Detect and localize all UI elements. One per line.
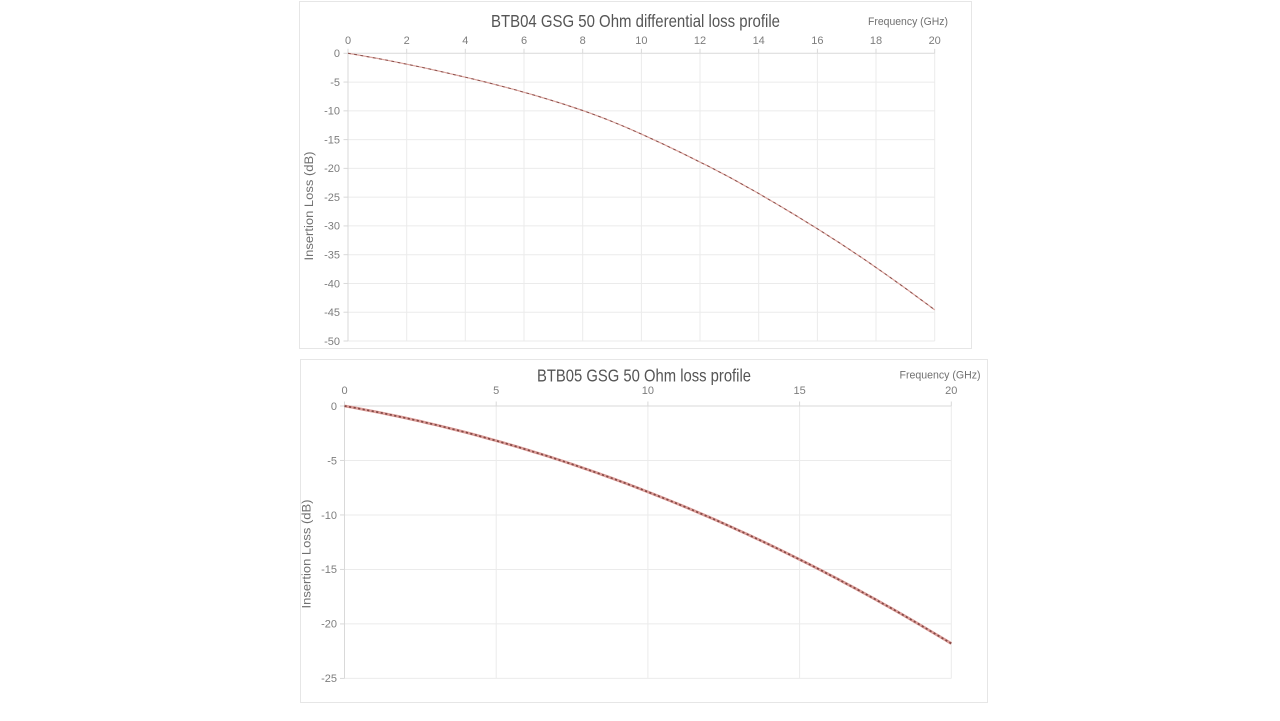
- svg-text:-10: -10: [324, 106, 340, 118]
- svg-text:15: 15: [793, 385, 805, 397]
- svg-text:10: 10: [642, 385, 654, 397]
- svg-text:10: 10: [635, 35, 647, 47]
- svg-text:-5: -5: [330, 77, 340, 89]
- svg-text:-45: -45: [324, 307, 340, 319]
- svg-text:20: 20: [929, 35, 941, 47]
- svg-text:Insertion Loss (dB): Insertion Loss (dB): [302, 499, 314, 608]
- svg-text:Insertion Loss (dB): Insertion Loss (dB): [304, 151, 316, 260]
- svg-text:-25: -25: [321, 673, 337, 685]
- svg-text:-10: -10: [321, 510, 337, 522]
- svg-text:BTB04 GSG 50 Ohm differential: BTB04 GSG 50 Ohm differential loss profi…: [491, 11, 780, 31]
- svg-text:-30: -30: [324, 221, 340, 233]
- svg-text:-35: -35: [324, 249, 340, 261]
- svg-text:6: 6: [521, 35, 527, 47]
- svg-text:Frequency (GHz): Frequency (GHz): [900, 370, 981, 382]
- svg-text:12: 12: [694, 35, 706, 47]
- svg-text:-5: -5: [327, 455, 337, 467]
- svg-text:18: 18: [870, 35, 882, 47]
- svg-text:-20: -20: [321, 619, 337, 631]
- svg-text:-15: -15: [321, 564, 337, 576]
- svg-text:Frequency (GHz): Frequency (GHz): [868, 16, 948, 28]
- svg-text:8: 8: [580, 35, 586, 47]
- svg-text:BTB05 GSG 50 Ohm loss profile: BTB05 GSG 50 Ohm loss profile: [537, 366, 751, 386]
- svg-text:-15: -15: [324, 134, 340, 146]
- svg-text:0: 0: [331, 401, 337, 413]
- svg-text:5: 5: [493, 385, 499, 397]
- svg-text:4: 4: [462, 35, 468, 47]
- svg-text:0: 0: [345, 35, 351, 47]
- svg-text:-20: -20: [324, 163, 340, 175]
- svg-text:2: 2: [404, 35, 410, 47]
- svg-text:0: 0: [334, 48, 340, 60]
- svg-text:0: 0: [341, 385, 347, 397]
- svg-text:14: 14: [753, 35, 765, 47]
- svg-text:-25: -25: [324, 192, 340, 204]
- svg-text:16: 16: [811, 35, 823, 47]
- svg-text:-50: -50: [324, 336, 340, 348]
- svg-text:-40: -40: [324, 278, 340, 290]
- svg-text:20: 20: [945, 385, 957, 397]
